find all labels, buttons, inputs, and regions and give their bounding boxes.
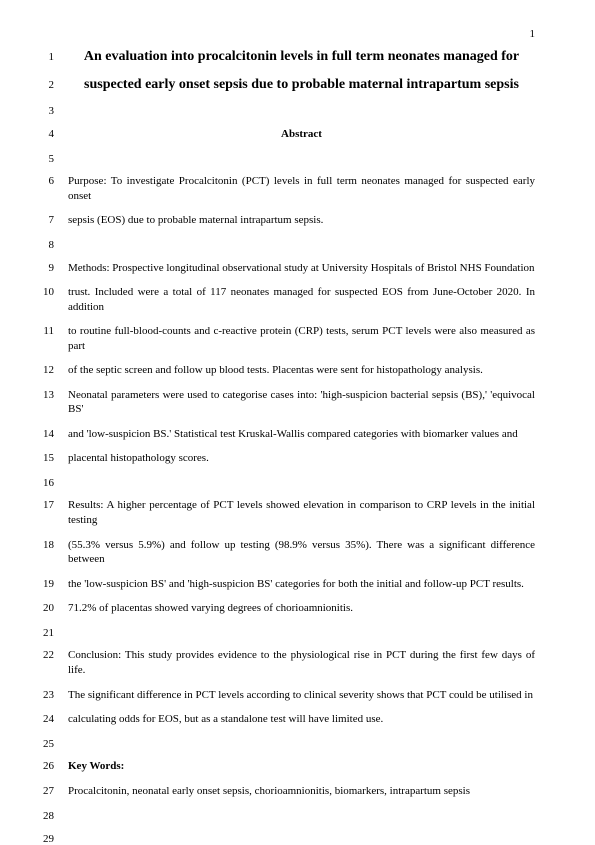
line-number: 18 — [38, 539, 68, 551]
line-number: 19 — [38, 578, 68, 590]
manuscript-line: 14and 'low-suspicion BS.' Statistical te… — [38, 427, 535, 442]
line-number: 22 — [38, 649, 68, 661]
manuscript-line: 27Procalcitonin, neonatal early onset se… — [38, 784, 535, 799]
manuscript-line: 18(55.3% versus 5.9%) and follow up test… — [38, 538, 535, 568]
line-number: 27 — [38, 785, 68, 797]
line-text: and 'low-suspicion BS.' Statistical test… — [68, 427, 535, 442]
line-text: Conclusion: This study provides evidence… — [68, 648, 535, 678]
manuscript-line: 21 — [38, 625, 535, 639]
line-number: 2 — [38, 79, 68, 91]
line-number: 8 — [38, 239, 68, 251]
line-text — [68, 237, 535, 248]
line-number: 14 — [38, 428, 68, 440]
line-text: the 'low-suspicion BS' and 'high-suspici… — [68, 577, 535, 592]
manuscript-line: 22Conclusion: This study provides eviden… — [38, 648, 535, 678]
line-text: calculating odds for EOS, but as a stand… — [68, 712, 535, 727]
document-body: 1An evaluation into procalcitonin levels… — [38, 48, 535, 845]
manuscript-line: 29 — [38, 831, 535, 845]
line-text — [68, 151, 535, 162]
line-text: 71.2% of placentas showed varying degree… — [68, 601, 535, 616]
line-number: 12 — [38, 364, 68, 376]
manuscript-line: 2suspected early onset sepsis due to pro… — [38, 76, 535, 94]
line-text: sepsis (EOS) due to probable maternal in… — [68, 213, 535, 228]
manuscript-line: 23The significant difference in PCT leve… — [38, 688, 535, 703]
manuscript-line: 8 — [38, 237, 535, 251]
line-text: Key Words: — [68, 759, 535, 774]
line-text: to routine full-blood-counts and c-react… — [68, 324, 535, 354]
manuscript-line: 5 — [38, 151, 535, 165]
line-text: suspected early onset sepsis due to prob… — [68, 76, 535, 94]
line-number: 13 — [38, 389, 68, 401]
line-text: Neonatal parameters were used to categor… — [68, 388, 535, 418]
manuscript-line: 6Purpose: To investigate Procalcitonin (… — [38, 174, 535, 204]
line-text — [68, 475, 535, 486]
manuscript-line: 17Results: A higher percentage of PCT le… — [38, 498, 535, 528]
manuscript-line: 13Neonatal parameters were used to categ… — [38, 388, 535, 418]
line-number: 10 — [38, 286, 68, 298]
manuscript-line: 24calculating odds for EOS, but as a sta… — [38, 712, 535, 727]
line-text: of the septic screen and follow up blood… — [68, 363, 535, 378]
line-text: An evaluation into procalcitonin levels … — [68, 48, 535, 66]
line-text: Methods: Prospective longitudinal observ… — [68, 261, 535, 276]
manuscript-line: 4Abstract — [38, 127, 535, 142]
line-number: 21 — [38, 627, 68, 639]
manuscript-line: 9Methods: Prospective longitudinal obser… — [38, 261, 535, 276]
line-text: Purpose: To investigate Procalcitonin (P… — [68, 174, 535, 204]
line-number: 7 — [38, 214, 68, 226]
line-number: 4 — [38, 128, 68, 140]
manuscript-line: 16 — [38, 475, 535, 489]
line-number: 16 — [38, 477, 68, 489]
line-number: 24 — [38, 713, 68, 725]
line-text — [68, 808, 535, 819]
line-text — [68, 625, 535, 636]
line-number: 20 — [38, 602, 68, 614]
manuscript-line: 7sepsis (EOS) due to probable maternal i… — [38, 213, 535, 228]
line-text: placental histopathology scores. — [68, 451, 535, 466]
line-number: 1 — [38, 51, 68, 63]
line-number: 28 — [38, 810, 68, 822]
manuscript-line: 25 — [38, 736, 535, 750]
line-number: 26 — [38, 760, 68, 772]
line-number: 3 — [38, 105, 68, 117]
line-number: 23 — [38, 689, 68, 701]
manuscript-line: 19the 'low-suspicion BS' and 'high-suspi… — [38, 577, 535, 592]
manuscript-line: 15placental histopathology scores. — [38, 451, 535, 466]
manuscript-line: 3 — [38, 103, 535, 117]
line-number: 11 — [38, 325, 68, 337]
manuscript-line: 2071.2% of placentas showed varying degr… — [38, 601, 535, 616]
line-text: Results: A higher percentage of PCT leve… — [68, 498, 535, 528]
manuscript-line: 1An evaluation into procalcitonin levels… — [38, 48, 535, 66]
line-number: 25 — [38, 738, 68, 750]
line-text: Abstract — [68, 127, 535, 142]
manuscript-line: 10trust. Included were a total of 117 ne… — [38, 285, 535, 315]
line-number: 17 — [38, 499, 68, 511]
line-text — [68, 831, 535, 842]
line-text: trust. Included were a total of 117 neon… — [68, 285, 535, 315]
line-text: Procalcitonin, neonatal early onset seps… — [68, 784, 535, 799]
page-number: 1 — [530, 28, 536, 40]
manuscript-line: 28 — [38, 808, 535, 822]
line-number: 15 — [38, 452, 68, 464]
manuscript-line: 12of the septic screen and follow up blo… — [38, 363, 535, 378]
manuscript-line: 11to routine full-blood-counts and c-rea… — [38, 324, 535, 354]
line-text — [68, 103, 535, 114]
line-number: 9 — [38, 262, 68, 274]
line-text: The significant difference in PCT levels… — [68, 688, 535, 703]
line-number: 6 — [38, 175, 68, 187]
manuscript-line: 26Key Words: — [38, 759, 535, 774]
line-number: 29 — [38, 833, 68, 845]
line-text — [68, 736, 535, 747]
line-text: (55.3% versus 5.9%) and follow up testin… — [68, 538, 535, 568]
line-number: 5 — [38, 153, 68, 165]
